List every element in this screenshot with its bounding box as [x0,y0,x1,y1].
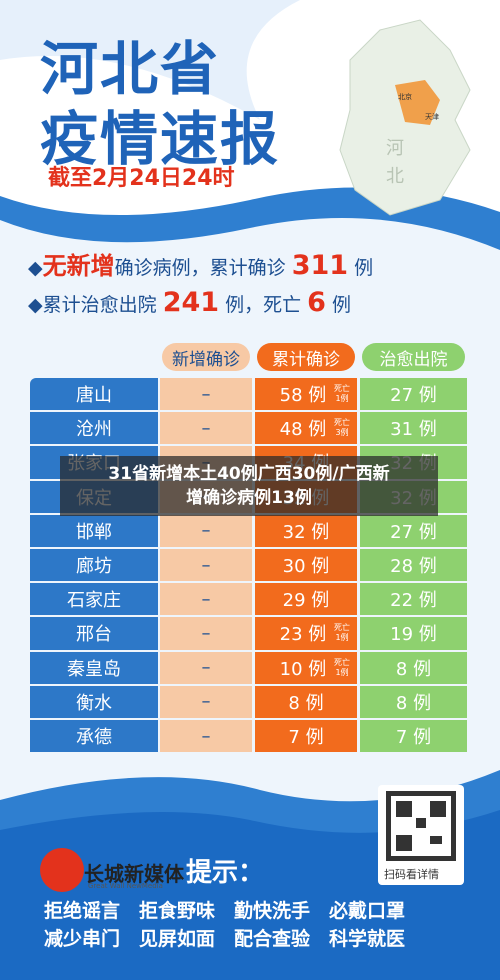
caption: 31省新增本土40例广西30例/广西新 [108,464,390,484]
cured: 8 例 [360,685,467,718]
cured: 7 例 [360,720,467,753]
city: 石家庄 [30,583,158,616]
highlight: 无新增 [42,252,115,280]
total-cases: 8 例 [255,685,357,718]
map-label: 北京 [398,93,412,101]
death-text: 1例 [335,633,349,643]
cured: 27 例 [360,514,467,547]
text: 例，死亡 [225,294,302,316]
city: 廊坊 [30,549,158,582]
total-cases: 58 例 [255,378,327,411]
death-note: 死亡 1例 [327,378,357,411]
new-cases: – [160,549,252,582]
city: 沧州 [30,412,158,445]
column-header: 新增确诊 [162,343,250,371]
qr-caption: 扫码看详情 [384,868,439,881]
death-note: 死亡 1例 [327,651,357,684]
number: 311 [291,250,349,281]
tip-title: 提示： [186,858,265,888]
logo-en: Great Wall NewMedia [88,882,163,890]
column-header: 累计确诊 [257,343,355,371]
tips: 减少串门 见屏如面 配合查验 科学就医 [44,928,406,950]
summary-line: ◆无新增确诊病例，累计确诊 311 例 [28,250,374,281]
death-text: 1例 [335,667,349,677]
map-label: 河北 [383,138,404,194]
city: 邢台 [30,617,158,650]
total-cases: 48 例 [255,412,327,445]
new-cases: – [160,720,252,753]
text: 例 [332,294,352,316]
city: 衡水 [30,685,158,718]
map-label: 天津 [425,113,439,121]
death-text: 1例 [335,394,349,404]
total-cases: 32 例 [255,514,357,547]
death-text: 3例 [335,428,349,438]
text: 例 [354,257,374,279]
city: 邯郸 [30,514,158,547]
death-note: 死亡 1例 [327,617,357,650]
new-cases: – [160,514,252,547]
new-cases: – [160,651,252,684]
date: 截至2月24日24时 [48,166,235,191]
title: 疫情速报 [40,105,281,173]
city: 唐山 [30,378,158,411]
tips: 拒绝谣言 拒食野味 勤快洗手 必戴口罩 [44,900,406,922]
summary-line: ◆累计治愈出院 241 例，死亡 6 例 [28,287,352,318]
new-cases: – [160,685,252,718]
total-cases: 10 例 [255,651,327,684]
death-text: 死亡 [334,384,350,394]
logo: 长城新媒体 [84,862,184,886]
total-cases: 7 例 [255,720,357,753]
cured: 8 例 [360,651,467,684]
death-text: 死亡 [334,623,350,633]
cured: 22 例 [360,583,467,616]
death-note: 死亡 3例 [327,412,357,445]
new-cases: – [160,583,252,616]
cured: 19 例 [360,617,467,650]
total-cases: 30 例 [255,549,357,582]
text: 确诊病例，累计确诊 [114,257,286,279]
column-header: 治愈出院 [362,343,465,371]
death-text: 死亡 [334,657,350,667]
new-cases: – [160,378,252,411]
cured: 27 例 [360,378,467,411]
text: 累计治愈出院 [42,294,157,316]
caption-overlay: 31省新增本土40例广西30例/广西新 增确诊病例13例 [60,456,438,516]
caption: 增确诊病例13例 [186,488,312,508]
city: 秦皇岛 [30,651,158,684]
total-cases: 23 例 [255,617,327,650]
total-cases: 29 例 [255,583,357,616]
number: 241 [162,287,220,318]
city: 承德 [30,720,158,753]
number: 6 [307,287,326,318]
cured: 28 例 [360,549,467,582]
title: 河北省 [40,35,221,103]
death-text: 死亡 [334,418,350,428]
new-cases: – [160,617,252,650]
cured: 31 例 [360,412,467,445]
new-cases: – [160,412,252,445]
